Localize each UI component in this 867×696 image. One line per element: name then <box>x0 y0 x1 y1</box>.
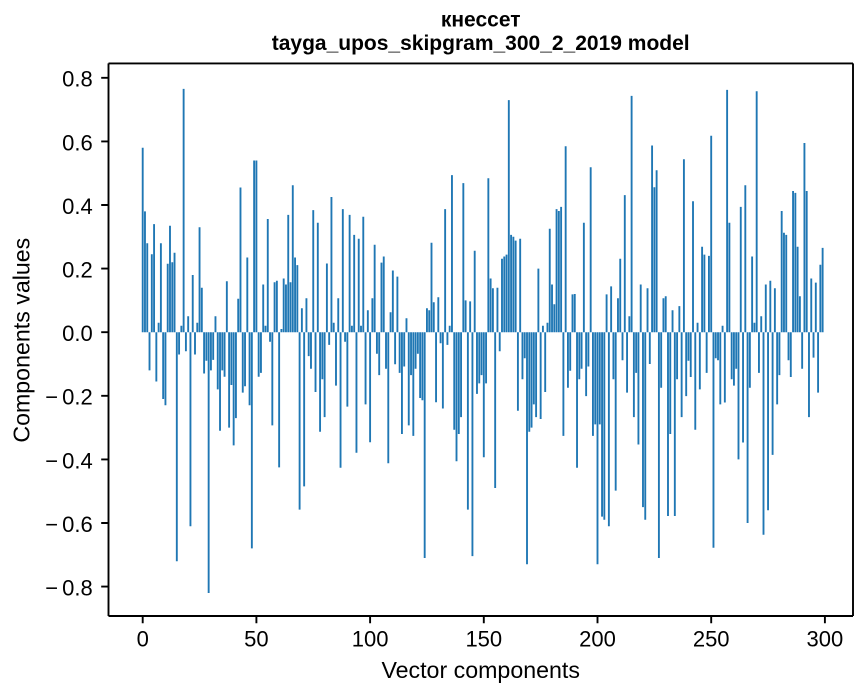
svg-text:250: 250 <box>693 626 730 651</box>
svg-text:кнессет: кнессет <box>441 8 521 31</box>
svg-text:Vector components: Vector components <box>381 657 580 683</box>
svg-text:300: 300 <box>807 626 844 651</box>
svg-text:0.4: 0.4 <box>62 194 93 219</box>
svg-text:−: − <box>45 448 58 473</box>
svg-text:200: 200 <box>579 626 616 651</box>
svg-text:−: − <box>45 512 58 537</box>
svg-text:150: 150 <box>465 626 502 651</box>
svg-text:0.8: 0.8 <box>62 67 93 92</box>
svg-text:100: 100 <box>352 626 389 651</box>
svg-text:50: 50 <box>244 626 268 651</box>
svg-text:0.6: 0.6 <box>62 130 93 155</box>
svg-text:0: 0 <box>137 626 149 651</box>
svg-text:−: − <box>45 385 58 410</box>
svg-text:0.6: 0.6 <box>62 512 93 537</box>
svg-text:tayga_upos_skipgram_300_2_2019: tayga_upos_skipgram_300_2_2019 model <box>272 32 690 55</box>
svg-text:0.2: 0.2 <box>62 385 93 410</box>
svg-text:0.4: 0.4 <box>62 448 93 473</box>
svg-text:−: − <box>45 576 58 601</box>
svg-text:0.0: 0.0 <box>62 321 93 346</box>
svg-text:Components values: Components values <box>8 238 34 443</box>
svg-text:0.2: 0.2 <box>62 258 93 283</box>
svg-text:0.8: 0.8 <box>62 576 93 601</box>
